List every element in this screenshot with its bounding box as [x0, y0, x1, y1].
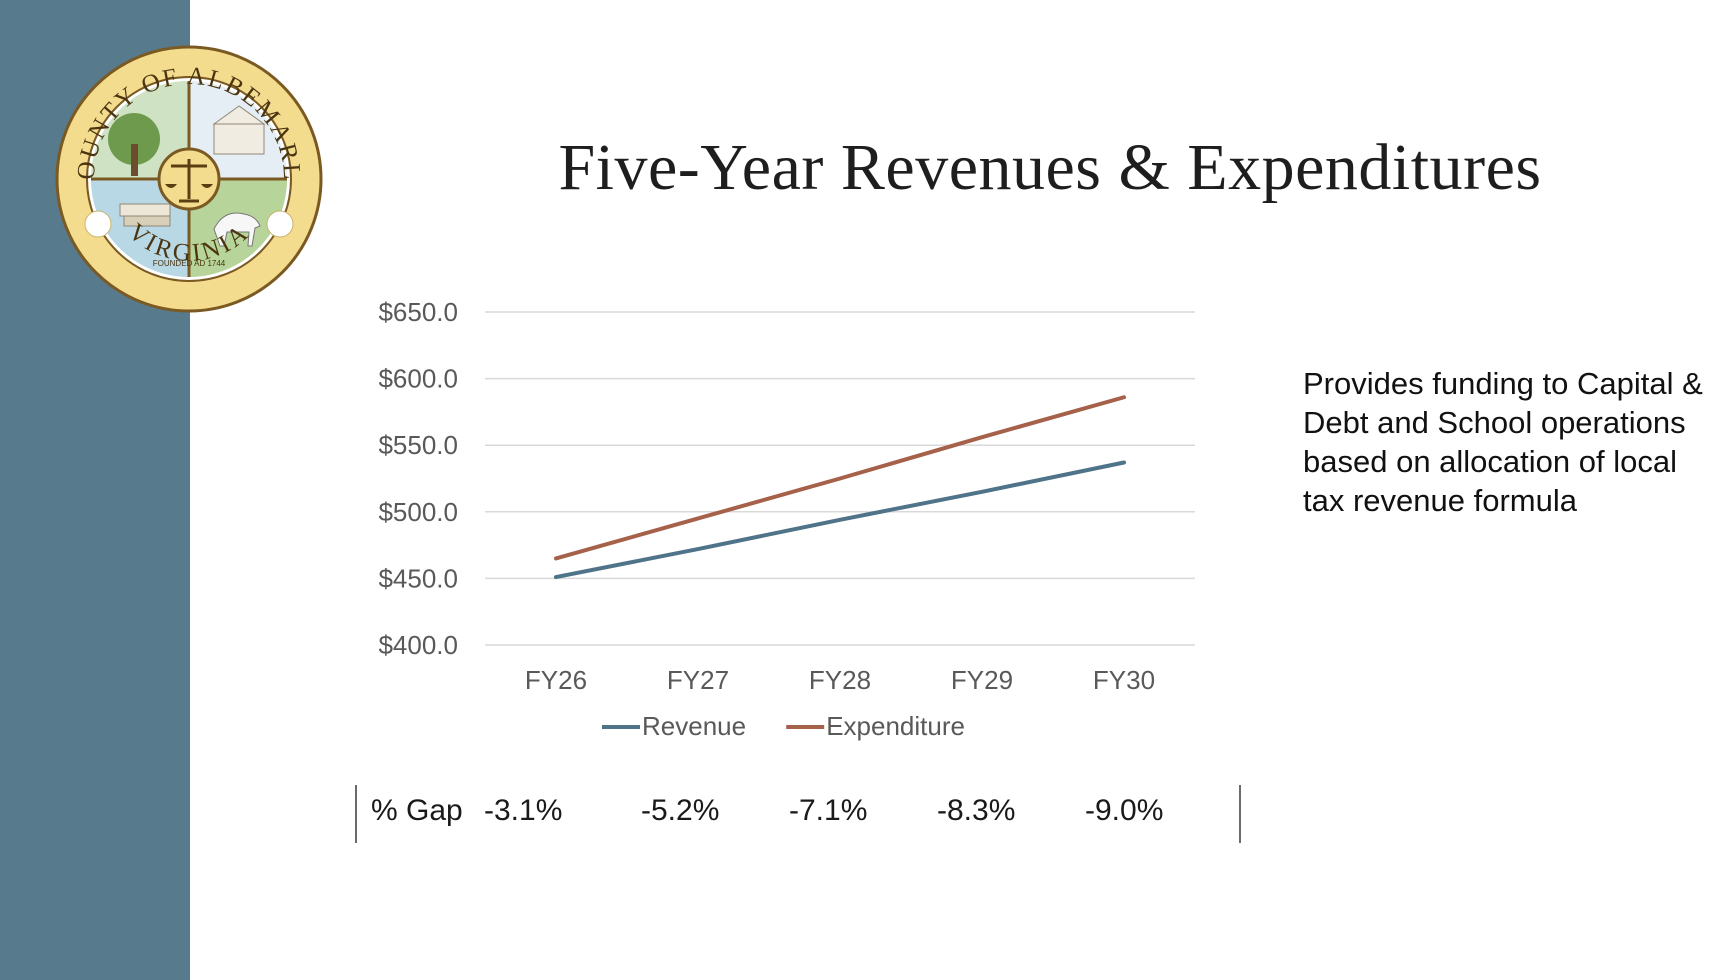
slide-title: Five-Year Revenues & Expenditures — [450, 130, 1650, 206]
line-chart: $400.0 $450.0 $500.0 $550.0 $600.0 $650.0 FY2… — [340, 285, 1220, 775]
legend-label: Expenditure — [826, 711, 965, 741]
x-tick-label: FY26 — [525, 665, 587, 695]
legend: Revenue Expenditure — [602, 711, 965, 741]
y-tick-label: $650.0 — [378, 297, 458, 327]
y-axis-tick-labels: $400.0 $450.0 $500.0 $550.0 $600.0 $650.0 — [378, 297, 458, 660]
x-axis-tick-labels: FY26 FY27 FY28 FY29 FY30 — [525, 665, 1155, 695]
x-tick-label: FY28 — [809, 665, 871, 695]
legend-item: Expenditure — [786, 711, 965, 741]
legend-label: Revenue — [642, 711, 746, 741]
series-line-expenditure — [556, 397, 1124, 558]
y-tick-label: $450.0 — [378, 563, 458, 593]
gap-value: -3.1% — [484, 794, 562, 828]
gap-value: -5.2% — [641, 794, 719, 828]
y-tick-label: $550.0 — [378, 430, 458, 460]
y-tick-label: $600.0 — [378, 364, 458, 394]
y-tick-label: $500.0 — [378, 497, 458, 527]
gap-row: % Gap -3.1% -5.2% -7.1% -8.3% -9.0% — [355, 785, 1241, 843]
y-tick-label: $400.0 — [378, 630, 458, 660]
gap-label: % Gap — [371, 794, 463, 828]
gap-value: -9.0% — [1085, 794, 1163, 828]
x-tick-label: FY27 — [667, 665, 729, 695]
county-seal-logo: COUNTY OF ALBEMARLE VIRGINIA FOUNDED AD … — [54, 44, 324, 314]
x-tick-label: FY29 — [951, 665, 1013, 695]
series-lines — [556, 397, 1124, 577]
gap-value: -7.1% — [789, 794, 867, 828]
x-tick-label: FY30 — [1093, 665, 1155, 695]
summary-note: Provides funding to Capital & Debt and S… — [1303, 364, 1723, 520]
gap-value: -8.3% — [937, 794, 1015, 828]
seal-founded-banner: FOUNDED AD 1744 — [153, 259, 226, 268]
legend-item: Revenue — [602, 711, 746, 741]
